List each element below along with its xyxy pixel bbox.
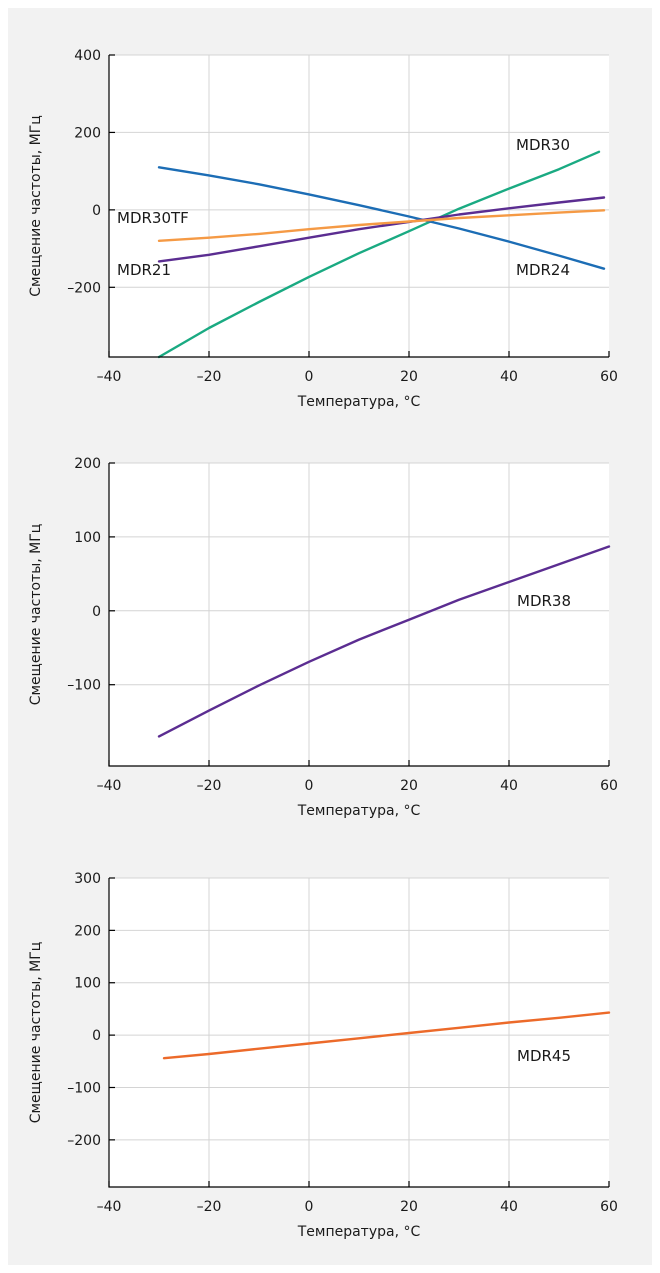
y-tick-label: 200 — [74, 456, 101, 472]
x-axis-label: Температура, °C — [297, 1224, 421, 1240]
series-label-mdr30tf: MDR30TF — [117, 209, 189, 227]
y-axis-label: Смещение частоты, МГц — [28, 115, 44, 297]
y-tick-label: 0 — [92, 604, 101, 620]
x-tick-label: 20 — [400, 1199, 418, 1215]
series-label-mdr38: MDR38 — [517, 592, 571, 610]
series-line-mdr24 — [157, 166, 606, 270]
x-tick-label: 60 — [600, 1199, 618, 1215]
series-line-mdr38 — [157, 545, 611, 738]
series-label-mdr21: MDR21 — [117, 261, 171, 279]
x-tick-label: –40 — [97, 1199, 122, 1215]
y-tick-label: 0 — [92, 203, 101, 219]
x-axis-label: Температура, °C — [297, 394, 421, 410]
x-tick-label: 60 — [600, 369, 618, 385]
series-line-mdr21 — [157, 196, 606, 263]
x-tick-label: 0 — [305, 778, 314, 794]
y-tick-label: –100 — [67, 1080, 101, 1096]
x-tick-label: 0 — [305, 369, 314, 385]
y-tick-label: 100 — [74, 976, 101, 992]
y-tick-label: 300 — [74, 871, 101, 887]
plot-area — [109, 463, 609, 766]
series-line-mdr45 — [162, 1011, 611, 1060]
x-tick-label: –40 — [97, 778, 122, 794]
y-tick-label: –100 — [67, 678, 101, 694]
x-tick-label: 20 — [400, 369, 418, 385]
y-tick-label: 0 — [92, 1028, 101, 1044]
series-label-mdr45: MDR45 — [517, 1047, 571, 1065]
y-tick-label: 200 — [74, 923, 101, 939]
series-label-mdr30: MDR30 — [516, 136, 570, 154]
y-axis-label: Смещение частоты, МГц — [28, 942, 44, 1124]
y-tick-label: 100 — [74, 530, 101, 546]
x-tick-label: –40 — [97, 369, 122, 385]
y-tick-label: –200 — [67, 280, 101, 296]
y-tick-label: –200 — [67, 1133, 101, 1149]
chart-2: –40 –20 0 20 40 60 200 100 0 –100 Температура, °C С… — [28, 456, 618, 819]
x-tick-label: 20 — [400, 778, 418, 794]
x-tick-label: 0 — [305, 1199, 314, 1215]
series-line-mdr30 — [157, 150, 601, 359]
x-tick-label: –20 — [197, 778, 222, 794]
x-tick-label: 40 — [500, 369, 518, 385]
plot-area — [109, 878, 609, 1187]
chart-3: –40 –20 0 20 40 603002001000–100–200Температу… — [28, 871, 618, 1240]
y-tick-label: 200 — [74, 125, 101, 141]
x-tick-label: 60 — [600, 778, 618, 794]
x-tick-label: –20 — [197, 1199, 222, 1215]
x-tick-label: 40 — [500, 778, 518, 794]
y-axis-label: Смещение частоты, МГц — [28, 524, 44, 706]
series-line-mdr30tf — [157, 209, 606, 243]
x-axis-label: Температура, °C — [297, 803, 421, 819]
x-tick-label: 40 — [500, 1199, 518, 1215]
x-tick-label: –20 — [197, 369, 222, 385]
series-label-mdr24: MDR24 — [516, 261, 570, 279]
y-tick-label: 400 — [74, 48, 101, 64]
